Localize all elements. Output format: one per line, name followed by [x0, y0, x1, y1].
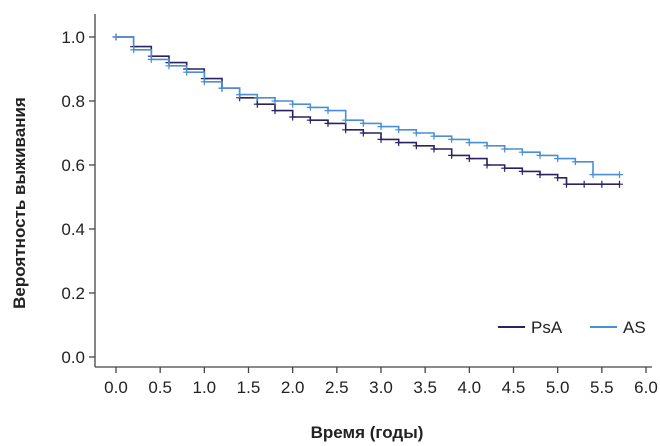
censor-mark [395, 139, 403, 147]
x-tick-label: 5.0 [546, 378, 570, 397]
x-tick-label: 4.5 [502, 378, 526, 397]
censor-mark [598, 180, 606, 188]
x-tick-label: 4.0 [458, 378, 482, 397]
censor-mark [501, 145, 509, 153]
series-line-psa [116, 36, 620, 185]
censor-mark [165, 62, 173, 70]
x-tick-label: 5.5 [590, 378, 614, 397]
censor-mark [377, 123, 385, 131]
censor-mark [130, 46, 138, 54]
censor-mark [412, 129, 420, 137]
censor-mark [430, 132, 438, 140]
axes-layer: 0.0 0.2 0.4 0.6 0.8 1.0 0.0 0.5 1.0 1.5 2.0 2.5 3.0 3… [61, 14, 658, 397]
x-tick-label: 1.0 [193, 378, 217, 397]
censor-mark [306, 103, 314, 111]
x-axis-title: Время (годы) [311, 423, 424, 442]
censor-mark [616, 180, 623, 188]
censor-mark [448, 135, 456, 143]
censor-mark [253, 94, 261, 102]
x-tick-label: 2.5 [325, 378, 349, 397]
censor-mark [465, 155, 473, 163]
censor-mark [359, 129, 367, 137]
legend-item-as: AS [590, 318, 646, 337]
y-tick-label: 0.2 [61, 284, 85, 303]
censor-mark [289, 113, 297, 121]
censor-mark [200, 78, 208, 86]
legend-label: PsA [531, 318, 563, 337]
censor-mark [359, 119, 367, 127]
censor-mark [589, 171, 597, 179]
censor-mark [306, 116, 314, 124]
y-tick-label: 0.0 [61, 348, 85, 367]
legend-label: AS [623, 318, 646, 337]
legend-item-psa: PsA [498, 318, 563, 337]
censor-mark [342, 116, 350, 124]
censor-mark [342, 126, 350, 134]
series-psa [112, 33, 623, 188]
x-tick-label: 3.5 [413, 378, 437, 397]
censor-mark [377, 135, 385, 143]
censor-mark [147, 55, 155, 63]
censor-mark [501, 164, 509, 172]
censor-mark [518, 167, 526, 175]
censor-mark [253, 100, 261, 108]
censor-mark [271, 107, 279, 115]
y-axis-title: Вероятность выживания [10, 97, 29, 309]
censor-mark [563, 180, 570, 188]
x-tick-label: 0.0 [104, 378, 128, 397]
censor-mark [236, 91, 244, 99]
x-tick-label: 6.0 [634, 378, 658, 397]
series-layer [112, 33, 623, 188]
censor-mark [289, 100, 297, 108]
censor-mark [218, 84, 226, 92]
censor-mark [324, 107, 332, 115]
censor-mark [554, 174, 562, 182]
censor-mark [112, 33, 120, 41]
censor-mark [271, 97, 279, 105]
y-tick-label: 0.4 [61, 220, 85, 239]
censor-mark [395, 126, 403, 134]
series-line-as [116, 36, 620, 176]
censor-mark [518, 148, 526, 156]
censor-mark [554, 155, 562, 163]
series-as [112, 33, 623, 179]
censor-mark [412, 142, 420, 150]
legend: PsA AS [498, 318, 646, 337]
censor-mark [430, 145, 438, 153]
censor-mark [616, 171, 623, 179]
censor-mark [536, 151, 544, 159]
censor-mark [183, 68, 191, 76]
censor-mark [483, 142, 491, 150]
y-tick-label: 1.0 [61, 28, 85, 47]
censor-mark [448, 151, 456, 159]
censor-mark [483, 161, 491, 169]
x-tick-label: 2.0 [281, 378, 305, 397]
x-tick-label: 3.0 [369, 378, 393, 397]
censor-mark [324, 119, 332, 127]
censor-mark [465, 139, 473, 147]
censor-mark [571, 158, 579, 166]
x-tick-label: 1.5 [237, 378, 261, 397]
y-tick-label: 0.8 [61, 92, 85, 111]
x-tick-label: 0.5 [148, 378, 172, 397]
y-tick-label: 0.6 [61, 156, 85, 175]
censor-mark [536, 171, 544, 179]
censor-mark [580, 180, 588, 188]
